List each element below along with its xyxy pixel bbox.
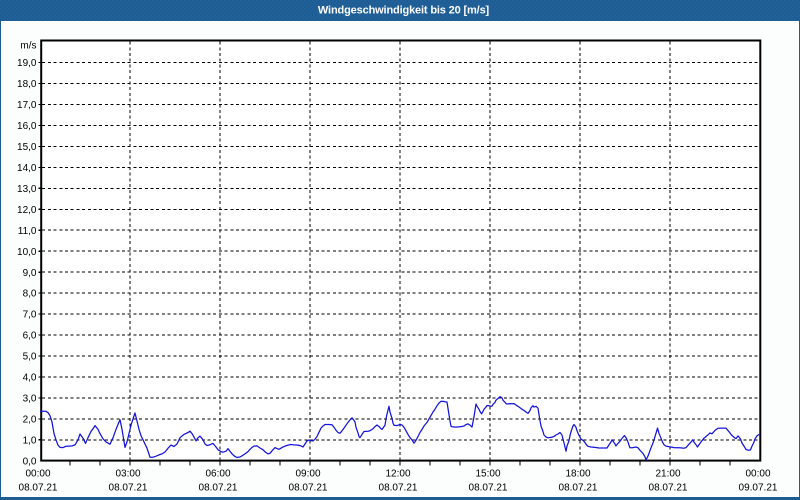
- svg-text:08.07.21: 08.07.21: [379, 483, 418, 494]
- svg-text:0,0: 0,0: [23, 456, 37, 467]
- svg-text:00:00: 00:00: [25, 469, 50, 480]
- svg-text:15:00: 15:00: [475, 469, 500, 480]
- svg-text:5,0: 5,0: [23, 352, 37, 363]
- svg-text:13,0: 13,0: [17, 184, 37, 195]
- svg-text:09:00: 09:00: [295, 469, 320, 480]
- svg-text:00:00: 00:00: [745, 469, 770, 480]
- svg-text:08.07.21: 08.07.21: [559, 483, 598, 494]
- svg-text:4,0: 4,0: [23, 373, 37, 384]
- svg-text:12,0: 12,0: [17, 205, 37, 216]
- svg-text:8,0: 8,0: [23, 289, 37, 300]
- svg-text:08.07.21: 08.07.21: [199, 483, 238, 494]
- svg-text:18,0: 18,0: [17, 79, 37, 90]
- svg-text:15,0: 15,0: [17, 142, 37, 153]
- svg-text:12:00: 12:00: [385, 469, 410, 480]
- svg-text:03:00: 03:00: [115, 469, 140, 480]
- svg-text:08.07.21: 08.07.21: [19, 483, 58, 494]
- svg-text:08.07.21: 08.07.21: [289, 483, 328, 494]
- svg-text:7,0: 7,0: [23, 310, 37, 321]
- svg-text:17,0: 17,0: [17, 100, 37, 111]
- svg-text:9,0: 9,0: [23, 268, 37, 279]
- svg-text:18:00: 18:00: [565, 469, 590, 480]
- svg-text:06:00: 06:00: [205, 469, 230, 480]
- svg-text:08.07.21: 08.07.21: [649, 483, 688, 494]
- svg-text:16,0: 16,0: [17, 121, 37, 132]
- svg-text:19,0: 19,0: [17, 58, 37, 69]
- svg-text:2,0: 2,0: [23, 415, 37, 426]
- svg-text:08.07.21: 08.07.21: [469, 483, 508, 494]
- svg-text:3,0: 3,0: [23, 394, 37, 405]
- svg-text:08.07.21: 08.07.21: [109, 483, 148, 494]
- svg-text:1,0: 1,0: [23, 435, 37, 446]
- svg-text:11,0: 11,0: [18, 226, 37, 237]
- svg-text:14,0: 14,0: [17, 163, 37, 174]
- svg-text:10,0: 10,0: [17, 247, 37, 258]
- svg-text:09.07.21: 09.07.21: [739, 483, 778, 494]
- svg-text:Windgeschwindigkeit bis 20 [m/: Windgeschwindigkeit bis 20 [m/s]: [318, 5, 490, 17]
- svg-text:6,0: 6,0: [23, 331, 37, 342]
- svg-text:m/s: m/s: [20, 40, 36, 51]
- svg-text:21:00: 21:00: [655, 469, 680, 480]
